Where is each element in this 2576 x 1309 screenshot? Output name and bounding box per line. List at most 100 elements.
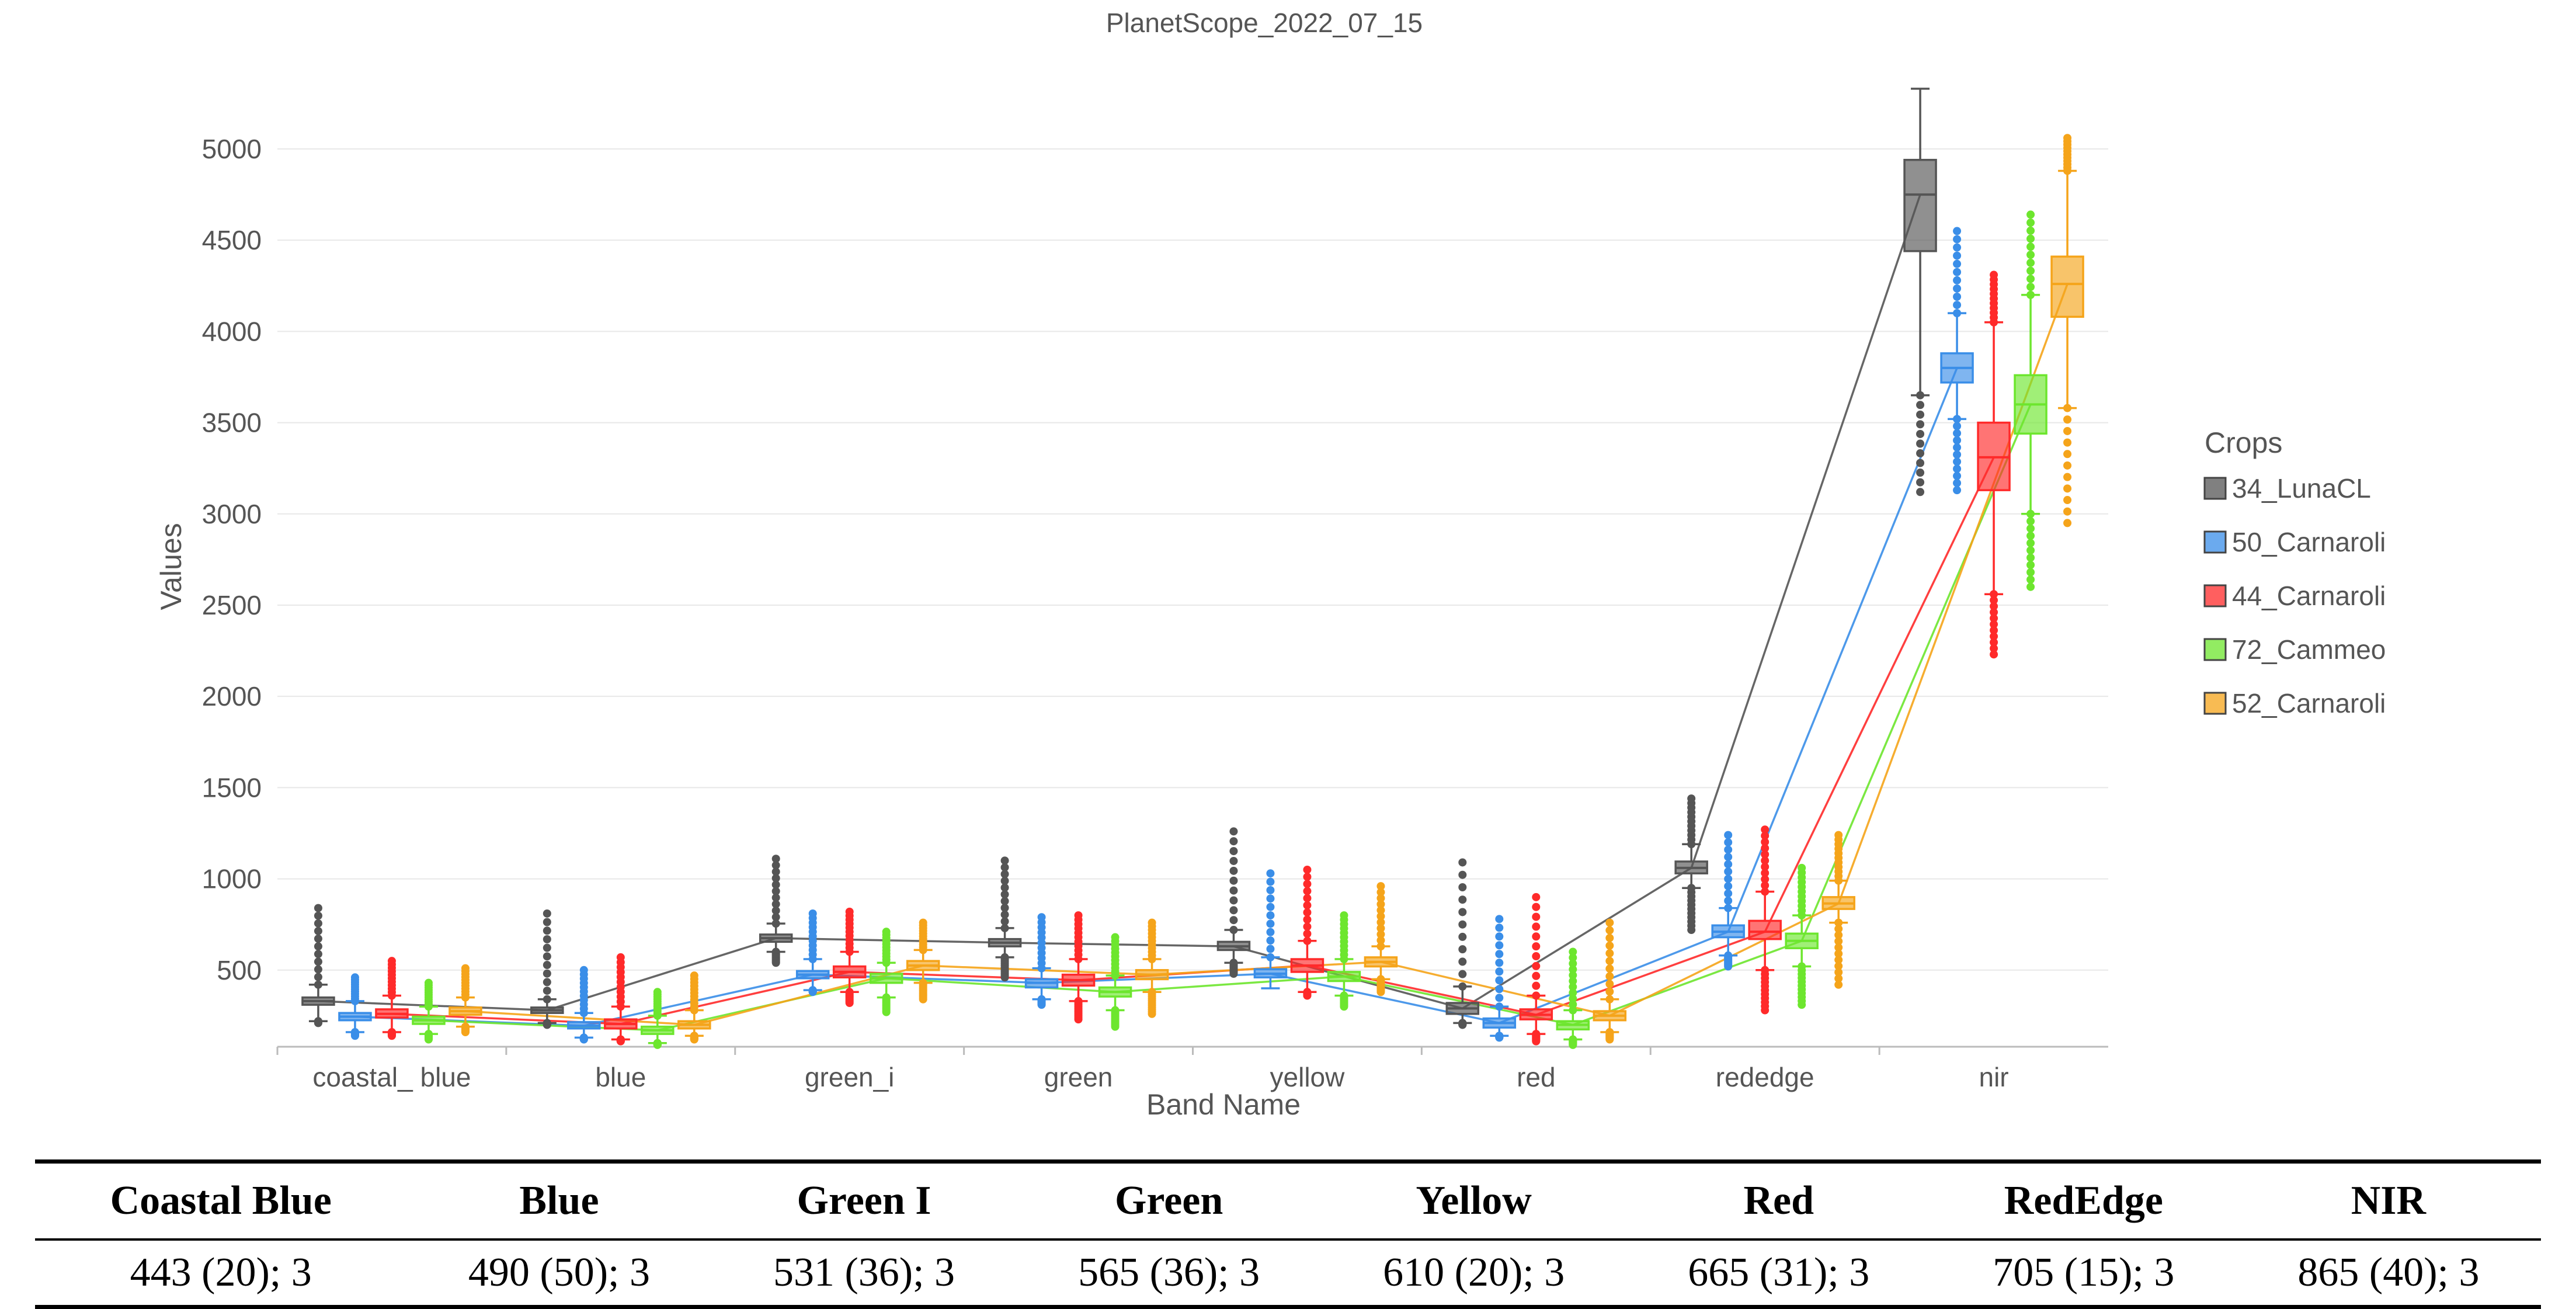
outlier [2063,134,2072,143]
outlier [1724,962,1733,971]
outlier [1266,869,1275,878]
outlier [1605,949,1614,958]
outlier [771,867,780,876]
outlier [1000,883,1009,892]
outlier [1724,860,1733,869]
outlier [1953,227,1962,235]
outlier [543,926,551,935]
outlier [314,950,322,959]
outlier [1990,650,1998,659]
table-header-cell: Blue [406,1159,712,1241]
outlier [1605,941,1614,950]
outlier [1953,450,1962,459]
outlier [1376,888,1385,897]
outlier [1495,950,1504,959]
outlier [1953,235,1962,244]
outlier [1605,933,1614,942]
outlier [543,909,551,918]
table-cell: 531 (36); 3 [711,1239,1017,1309]
outlier [1990,270,1998,279]
outlier [2063,473,2072,481]
outlier [1605,964,1614,973]
outlier [771,913,780,922]
outlier [1834,949,1843,958]
outlier [543,961,551,970]
box-34_LunaCL-red [1445,858,1480,1029]
outlier [1916,429,1925,438]
x-tick-label: coastal_ blue [312,1062,471,1092]
table-row: 443 (20); 3 490 (50); 3 531 (36); 3 565 … [35,1239,2541,1309]
outlier [314,973,322,981]
y-tick-label: 3000 [202,499,262,529]
outlier [1953,429,1962,438]
outlier [1990,626,1998,635]
box-52_Carnaroli-coastal_blue [449,964,482,1037]
outlier [1495,959,1504,967]
outlier [1376,912,1385,921]
outlier [1687,794,1696,803]
outlier [1000,890,1009,899]
outlier [1266,945,1275,953]
outlier [1266,886,1275,894]
table-header-cell: Coastal Blue [35,1159,407,1241]
outlier [1303,922,1312,931]
legend-title: Crops [2205,426,2282,459]
legend: Crops 34_LunaCL 50_Carnaroli 44_Carnaroli 7… [2203,426,2386,718]
y-tick-label: 3500 [202,408,262,438]
outlier [771,906,780,915]
outlier [1761,869,1770,877]
outlier [1340,1002,1348,1011]
outlier [2063,461,2072,470]
outlier [1834,956,1843,964]
outlier [1266,894,1275,903]
outlier [1569,1040,1577,1049]
outlier [1916,468,1925,477]
outlier [2026,258,2035,267]
outlier [543,918,551,926]
outlier [1798,863,1806,872]
table-header-cell: Green [1016,1159,1322,1241]
outlier [2026,218,2035,227]
outlier [1229,856,1238,865]
outlier [1605,1035,1614,1044]
outlier [1000,870,1009,879]
outlier [1724,889,1733,898]
table-header-cell: Red [1626,1159,1931,1241]
outlier [2063,415,2072,424]
outlier [1724,838,1733,847]
outlier [1953,486,1962,495]
outlier [1458,932,1467,941]
outlier [919,995,927,1004]
table-cell: 443 (20); 3 [35,1239,407,1309]
outlier [387,1032,396,1040]
outlier [808,909,817,918]
outlier [543,943,551,952]
outlier [1953,471,1962,480]
outlier [579,966,588,974]
legend-swatch [2203,638,2227,661]
outlier [1376,900,1385,909]
x-tick-label: green [1044,1062,1113,1092]
table-cell: 665 (31); 3 [1626,1239,1931,1309]
outlier [1037,1001,1046,1009]
box-44_Carnaroli-blue [604,953,638,1046]
legend-label: 34_LunaCL [2232,473,2371,504]
y-axis-ticks: 500 1000 1500 2000 2500 3000 3500 4000 4500 5000 [202,134,262,985]
outlier [1376,882,1385,891]
outlier [1990,632,1998,641]
box-44_Carnaroli-green_i [832,907,867,1008]
outlier [2026,242,2035,251]
box-52_Carnaroli-blue [677,971,711,1044]
outlier [314,904,322,912]
x-tick-label: yellow [1270,1062,1346,1092]
box-50_Carnaroli-coastal_blue [338,973,372,1040]
outlier [1000,904,1009,912]
outlier [1605,957,1614,966]
outlier [1495,994,1504,1002]
box-44_Carnaroli-nir [1977,270,2011,659]
outlier [2026,275,2035,283]
outlier [1916,410,1925,419]
outlier [1990,614,1998,623]
outlier [1229,876,1238,885]
outlier [845,999,854,1008]
